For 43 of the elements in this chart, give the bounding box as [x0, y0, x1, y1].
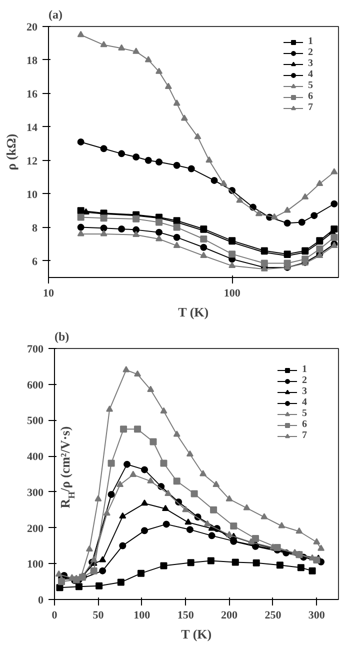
- legend-label: 4: [308, 69, 314, 80]
- y-tick-label: 400: [27, 451, 44, 464]
- legend-label: 6: [302, 419, 308, 430]
- legend-label: 5: [308, 80, 314, 91]
- x-tick-label: 50: [92, 610, 104, 622]
- chart-title: (a): [48, 8, 62, 22]
- legend-label: 5: [302, 408, 308, 419]
- legend-label: 3: [308, 58, 314, 69]
- y-tick-label: 200: [27, 522, 44, 535]
- y-tick-label: 600: [27, 379, 44, 392]
- x-tick-label: 250: [264, 610, 282, 622]
- y-tick-label: 100: [27, 558, 44, 571]
- legend-label: 7: [308, 102, 314, 113]
- legend-label: 4: [302, 397, 308, 408]
- x-axis-title: T (K): [181, 626, 212, 642]
- legend-label: 2: [308, 47, 314, 58]
- y-tick-label: 10: [26, 188, 38, 201]
- y-tick-label: 16: [26, 88, 38, 100]
- y-tick-label: 18: [26, 54, 38, 67]
- legend-label: 7: [302, 430, 308, 441]
- y-tick-label: 20: [26, 22, 38, 34]
- x-tick-label: 100: [134, 610, 151, 622]
- y-tick-label: 0: [38, 594, 44, 606]
- legend-label: 2: [302, 375, 308, 386]
- y-tick-label: 6: [32, 256, 38, 268]
- y-tick-label: 8: [32, 222, 38, 234]
- x-axis-title: T (K): [178, 304, 209, 320]
- legend-label: 3: [302, 386, 308, 397]
- x-tick-label: 300: [308, 610, 326, 622]
- y-tick-label: 300: [27, 486, 44, 499]
- x-tick-label: 0: [52, 610, 58, 622]
- legend-label: 6: [308, 91, 314, 102]
- x-tick-label: 150: [177, 610, 194, 622]
- legend-label: 1: [302, 364, 308, 375]
- legend-label: 1: [308, 36, 314, 47]
- y-tick-label: 14: [26, 122, 38, 134]
- x-tick-label: 200: [221, 610, 238, 622]
- y-axis-title: ρ (kΩ): [4, 134, 18, 170]
- chart-title: (b): [54, 330, 70, 344]
- y-axis-title: RH/ρ (cm²/V·s): [58, 426, 76, 508]
- y-tick-label: 12: [26, 155, 38, 168]
- y-tick-label: 700: [27, 344, 44, 356]
- y-tick-label: 500: [27, 415, 44, 428]
